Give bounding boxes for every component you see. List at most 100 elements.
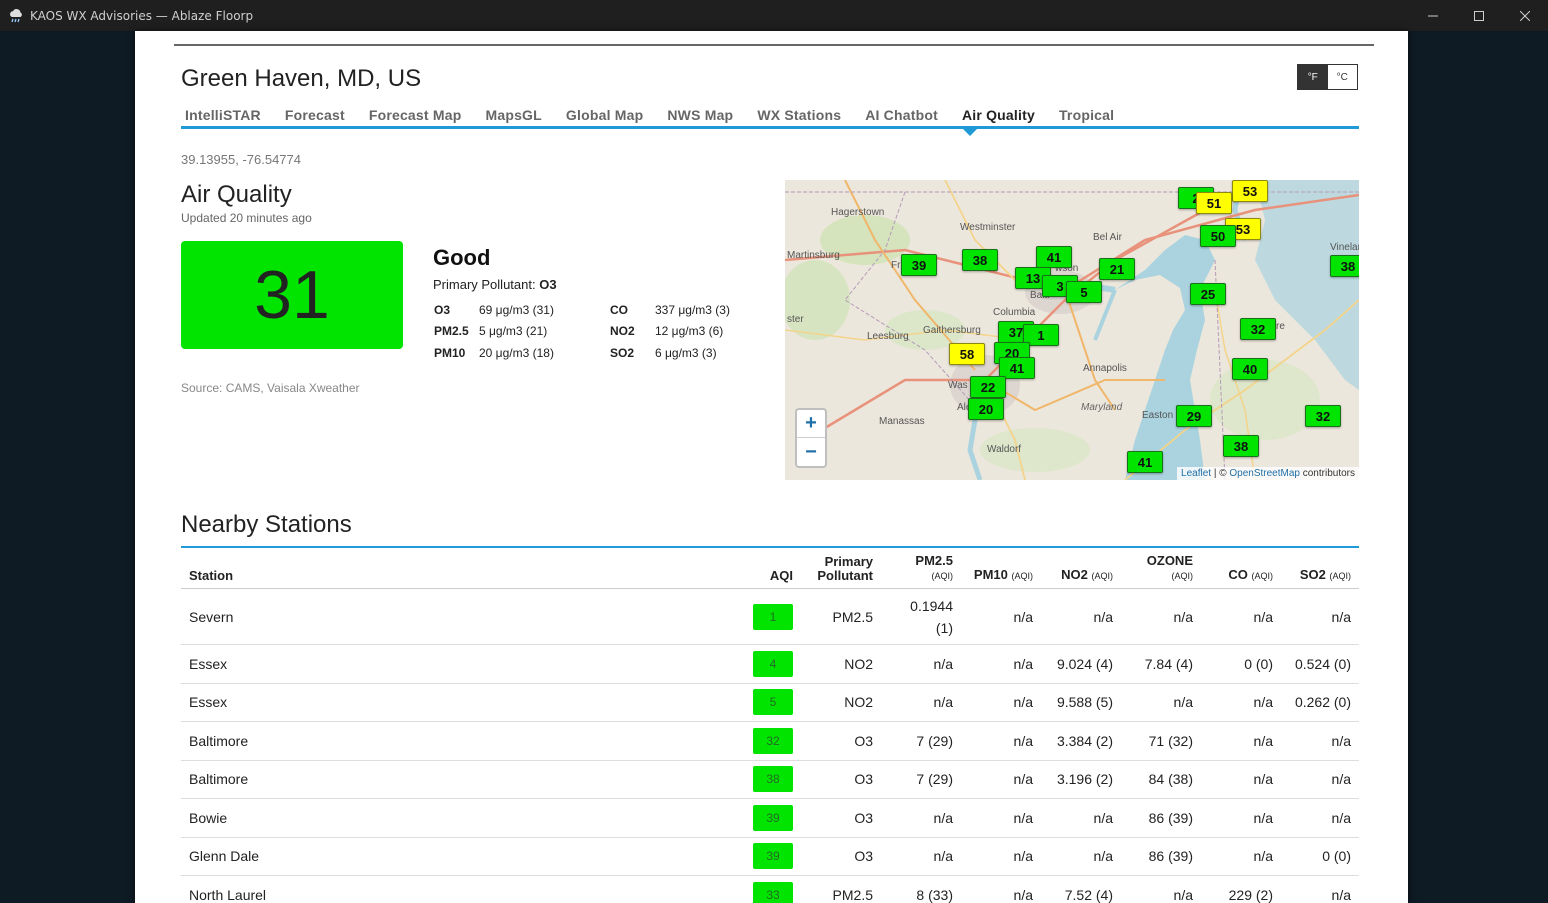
cell-primary: NO2 bbox=[801, 683, 881, 722]
map-attribution: Leaflet | © OpenStreetMap contributors bbox=[1177, 467, 1359, 480]
map-marker[interactable]: 40 bbox=[1232, 358, 1268, 380]
map-label-waldorf: Waldorf bbox=[987, 444, 1022, 455]
station-name: Bowie bbox=[181, 798, 701, 838]
cell-primary: PM2.5 bbox=[801, 875, 881, 903]
pollutant-o3: O3 69 μg/m3 (31) bbox=[434, 303, 554, 317]
cell-pm10: n/a bbox=[961, 683, 1041, 722]
cell-aqi: 5 bbox=[701, 683, 801, 722]
map-marker[interactable]: 38 bbox=[962, 249, 998, 271]
map-marker[interactable]: 51 bbox=[1196, 192, 1232, 214]
zoom-out-button[interactable]: − bbox=[805, 440, 817, 463]
map-label-alexandria: Ale bbox=[957, 402, 972, 413]
primary-pollutant-value: O3 bbox=[539, 277, 557, 292]
aqi-badge: 39 bbox=[753, 804, 793, 831]
nearby-stations-heading: Nearby Stations bbox=[181, 511, 352, 538]
tab-forecast-map[interactable]: Forecast Map bbox=[368, 107, 462, 123]
cell-so2: n/a bbox=[1281, 875, 1359, 903]
col-co[interactable]: CO (AQI) bbox=[1201, 550, 1281, 589]
map-marker[interactable]: 58 bbox=[949, 343, 985, 365]
map-label-hagerstown: Hagerstown bbox=[831, 207, 885, 218]
fahrenheit-button[interactable]: °F bbox=[1298, 65, 1328, 89]
map-marker[interactable]: 21 bbox=[1099, 258, 1135, 280]
cell-so2: n/a bbox=[1281, 760, 1359, 799]
cell-pm10: n/a bbox=[961, 644, 1041, 684]
zoom-in-button[interactable]: + bbox=[797, 410, 825, 438]
map-marker[interactable]: 41 bbox=[999, 357, 1035, 379]
table-row: Bowie 39 O3 n/a n/a n/a 86 (39) n/a n/a bbox=[181, 798, 1359, 838]
map-marker[interactable]: 39 bbox=[901, 254, 937, 276]
map-marker[interactable]: 22 bbox=[970, 376, 1006, 398]
map-marker[interactable]: 50 bbox=[1200, 225, 1236, 247]
cell-co: 229 (2) bbox=[1201, 875, 1281, 903]
cell-primary: O3 bbox=[801, 837, 881, 876]
tab-air-quality[interactable]: Air Quality bbox=[961, 107, 1035, 123]
map-marker[interactable]: 20 bbox=[968, 398, 1004, 420]
tab-forecast[interactable]: Forecast bbox=[284, 107, 345, 123]
map-marker[interactable]: 32 bbox=[1305, 405, 1341, 427]
tab-ai-chatbot[interactable]: AI Chatbot bbox=[865, 107, 938, 123]
map-marker[interactable]: 1 bbox=[1023, 324, 1059, 346]
col-pm10[interactable]: PM10 (AQI) bbox=[961, 550, 1041, 589]
minimize-icon bbox=[1428, 15, 1438, 16]
cell-pm25: 8 (33) bbox=[881, 875, 961, 903]
close-button[interactable] bbox=[1502, 0, 1548, 31]
aqi-value-box: 31 bbox=[181, 241, 403, 349]
col-ozone[interactable]: OZONE (AQI) bbox=[1121, 550, 1201, 589]
col-aqi[interactable]: AQI bbox=[701, 550, 801, 589]
cell-co: n/a bbox=[1201, 588, 1281, 645]
cell-pm25: 7 (29) bbox=[881, 721, 961, 761]
tab-global-map[interactable]: Global Map bbox=[565, 107, 644, 123]
unit-toggle[interactable]: °F °C bbox=[1297, 64, 1358, 90]
map-label-bel-air: Bel Air bbox=[1093, 232, 1122, 243]
col-so2[interactable]: SO2 (AQI) bbox=[1281, 550, 1359, 589]
map-marker[interactable]: 25 bbox=[1190, 283, 1226, 305]
map-label-winchester: ster bbox=[787, 314, 804, 325]
map-marker[interactable]: 5 bbox=[1066, 281, 1102, 303]
col-no2[interactable]: NO2 (AQI) bbox=[1041, 550, 1121, 589]
air-quality-map[interactable]: Hagerstown Westminster Bel Air Martinsbu… bbox=[785, 180, 1359, 480]
cell-co: n/a bbox=[1201, 798, 1281, 838]
cell-pm10: n/a bbox=[961, 760, 1041, 799]
table-row: Severn 1 PM2.5 0.1944 (1) n/a n/a n/a n/a n/a bbox=[181, 588, 1359, 645]
pollutant-pm10: PM10 20 μg/m3 (18) bbox=[434, 346, 554, 360]
col-pm25[interactable]: PM2.5 (AQI) bbox=[881, 550, 961, 589]
leaflet-link[interactable]: Leaflet bbox=[1181, 468, 1212, 479]
map-marker[interactable]: 41 bbox=[1036, 246, 1072, 268]
maximize-button[interactable] bbox=[1456, 0, 1502, 31]
tab-wx-stations[interactable]: WX Stations bbox=[757, 107, 842, 123]
tab-tropical[interactable]: Tropical bbox=[1058, 107, 1115, 123]
updated-time: Updated 20 minutes ago bbox=[181, 211, 312, 225]
col-primary-pollutant[interactable]: Primary Pollutant bbox=[801, 550, 881, 589]
celsius-button[interactable]: °C bbox=[1327, 65, 1357, 89]
tab-intellistar[interactable]: IntelliSTAR bbox=[185, 107, 261, 123]
pollutant-so2: SO2 6 μg/m3 (3) bbox=[610, 346, 717, 360]
cell-aqi: 39 bbox=[701, 798, 801, 838]
map-marker[interactable]: 32 bbox=[1240, 318, 1276, 340]
cell-no2: 9.588 (5) bbox=[1041, 683, 1121, 722]
cell-co: n/a bbox=[1201, 721, 1281, 761]
map-marker[interactable]: 41 bbox=[1127, 451, 1163, 473]
aqi-category: Good bbox=[433, 245, 491, 270]
station-name: Baltimore bbox=[181, 760, 701, 799]
col-station[interactable]: Station bbox=[181, 550, 701, 589]
primary-pollutant: Primary Pollutant: O3 bbox=[433, 277, 557, 292]
cell-so2: 0.524 (0) bbox=[1281, 644, 1359, 684]
tab-nws-map[interactable]: NWS Map bbox=[667, 107, 734, 123]
location-title: Green Haven, MD, US bbox=[181, 65, 422, 92]
map-label-delaware: re bbox=[1276, 321, 1285, 332]
minimize-button[interactable] bbox=[1410, 0, 1456, 31]
map-marker[interactable]: 38 bbox=[1330, 255, 1359, 277]
map-marker[interactable]: 38 bbox=[1223, 435, 1259, 457]
station-name: Essex bbox=[181, 644, 701, 684]
map-marker[interactable]: 29 bbox=[1176, 405, 1212, 427]
cell-no2: 7.52 (4) bbox=[1041, 875, 1121, 903]
tab-underline bbox=[181, 126, 1359, 129]
pollutant-no2: NO2 12 μg/m3 (6) bbox=[610, 324, 724, 338]
osm-link[interactable]: OpenStreetMap bbox=[1229, 468, 1300, 479]
cell-primary: O3 bbox=[801, 721, 881, 761]
cell-so2: n/a bbox=[1281, 798, 1359, 838]
tab-mapsgl[interactable]: MapsGL bbox=[485, 107, 542, 123]
map-label-frederick: Fr bbox=[891, 260, 901, 271]
map-marker[interactable]: 53 bbox=[1232, 180, 1268, 202]
table-row: Glenn Dale 39 O3 n/a n/a n/a 86 (39) n/a 0 (0) bbox=[181, 837, 1359, 876]
